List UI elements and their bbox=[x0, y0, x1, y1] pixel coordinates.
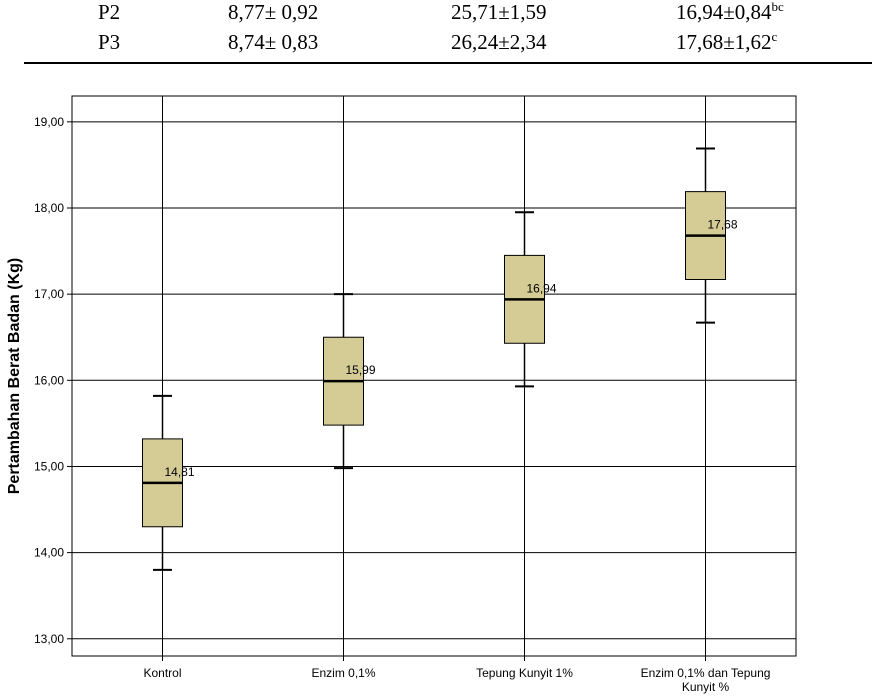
y-tick-label: 19,00 bbox=[34, 115, 64, 129]
table-row: P2 8,77± 0,92 25,71±1,59 16,94±0,84bc bbox=[0, 0, 872, 30]
y-tick-label: 18,00 bbox=[34, 201, 64, 215]
y-axis-label: Pertambahan Berat Badan (Kg) bbox=[6, 258, 23, 495]
x-tick-label: Tepung Kunyit 1% bbox=[476, 666, 573, 680]
median-label: 17,68 bbox=[708, 218, 738, 232]
box-3: 16,94 bbox=[504, 211, 557, 388]
y-tick-label: 17,00 bbox=[34, 287, 64, 301]
y-tick-label: 15,00 bbox=[34, 459, 64, 473]
median-label: 15,99 bbox=[346, 363, 376, 377]
summary-table: P2 8,77± 0,92 25,71±1,59 16,94±0,84bc P3… bbox=[0, 0, 872, 70]
y-tick-label: 13,00 bbox=[34, 632, 64, 646]
cell-superscript: bc bbox=[771, 0, 784, 14]
row-label: P3 bbox=[98, 30, 121, 54]
table-bottom-rule bbox=[24, 62, 872, 64]
cell-value: 8,77± 0,92 bbox=[228, 0, 319, 24]
cell-value: 25,71±1,59 bbox=[451, 0, 547, 24]
median-label: 16,94 bbox=[527, 281, 557, 295]
table-row: P3 8,74± 0,83 26,24±2,34 17,68±1,62c bbox=[0, 30, 872, 60]
cell-number: 16,94±0,84 bbox=[676, 0, 772, 24]
x-tick-label: Enzim 0,1% dan Tepung Kunyit % bbox=[641, 666, 771, 694]
y-tick-label: 14,00 bbox=[34, 546, 64, 560]
cell-value: 17,68±1,62c bbox=[676, 30, 777, 55]
median-label: 14,81 bbox=[165, 465, 195, 479]
box-1: 14,81 bbox=[142, 394, 195, 571]
row-label: P2 bbox=[98, 0, 121, 24]
cell-superscript: c bbox=[771, 29, 778, 44]
cell-value: 26,24±2,34 bbox=[451, 30, 547, 54]
cell-value: 16,94±0,84bc bbox=[676, 0, 784, 25]
cell-value: 8,74± 0,83 bbox=[228, 30, 319, 54]
box-2: 15,99 bbox=[323, 293, 376, 470]
y-tick-label: 16,00 bbox=[34, 373, 64, 387]
cell-number: 17,68±1,62 bbox=[676, 30, 772, 54]
box-4: 17,68 bbox=[685, 147, 738, 324]
x-tick-label: Kontrol bbox=[143, 666, 181, 680]
plot-frame bbox=[71, 95, 797, 657]
x-tick-label: Enzim 0,1% bbox=[311, 666, 375, 680]
